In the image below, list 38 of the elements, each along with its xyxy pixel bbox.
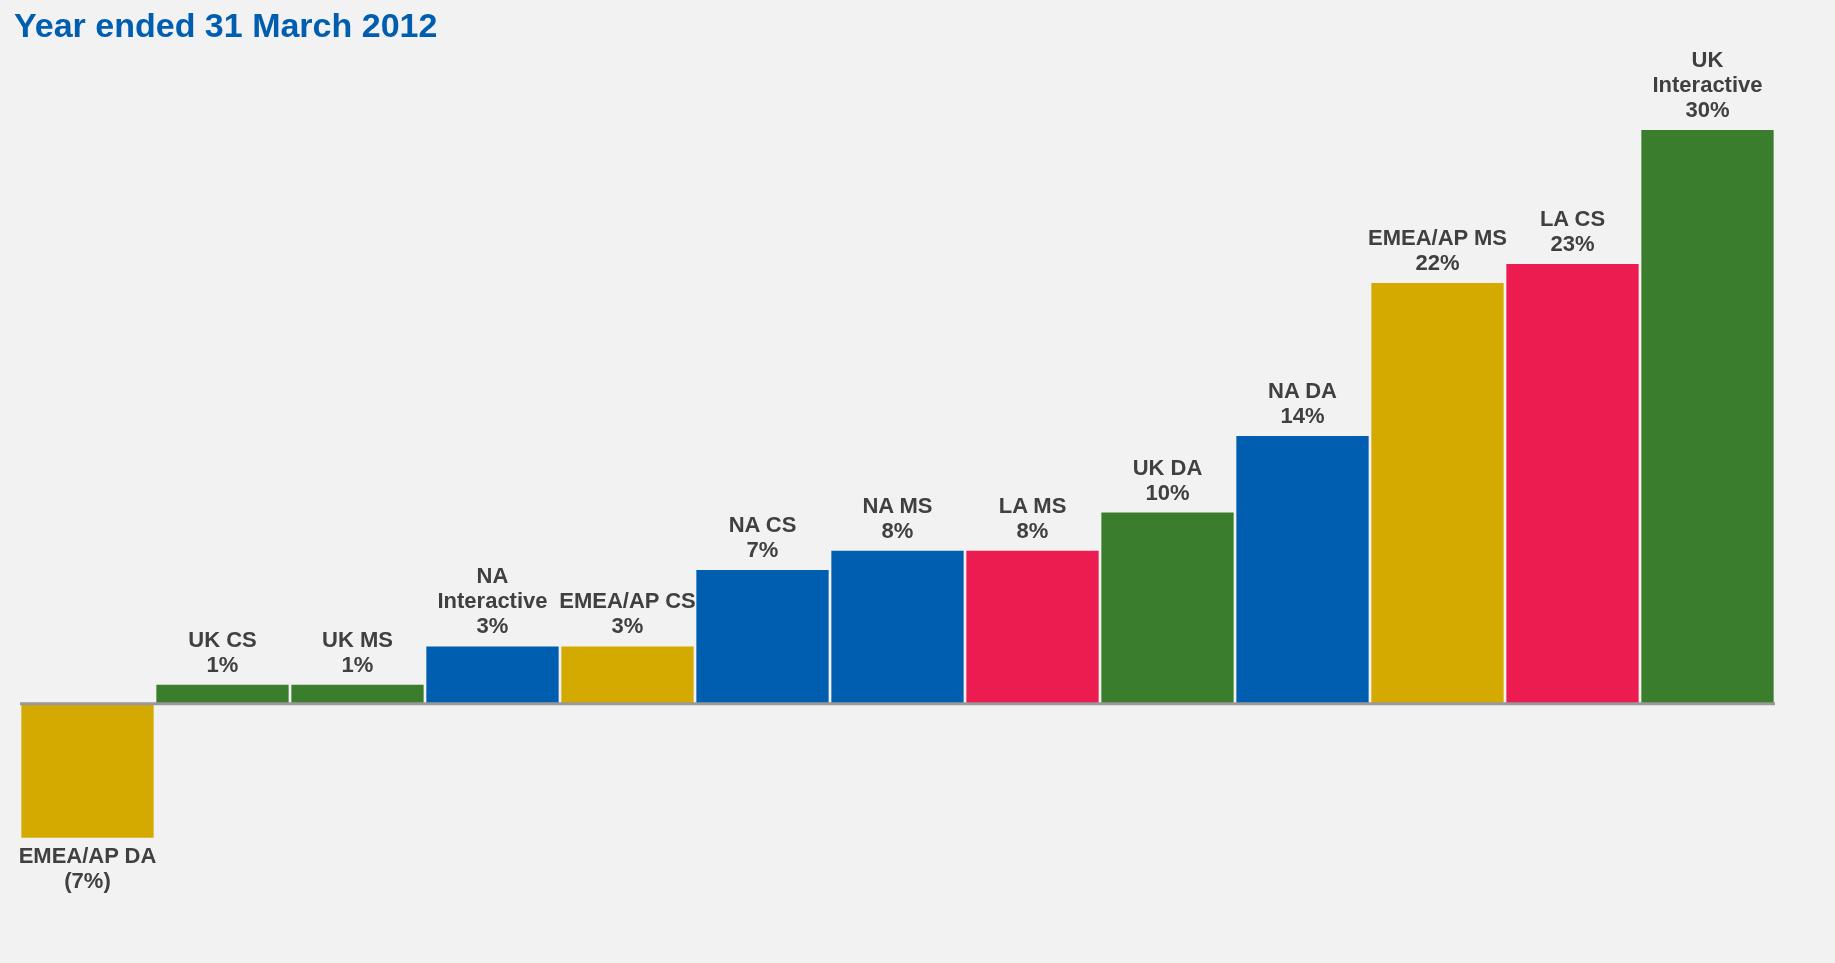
bar	[1236, 436, 1369, 704]
data-label: 3%	[611, 613, 644, 639]
data-label: 10%	[1145, 479, 1190, 505]
bar	[1641, 130, 1774, 704]
data-label: 30%	[1685, 97, 1730, 123]
x-tick-label: NA DA	[1268, 378, 1338, 404]
bar	[561, 646, 694, 704]
x-tick-label: NA CS	[728, 511, 797, 537]
bar	[1506, 263, 1639, 704]
bar	[1371, 283, 1504, 704]
x-tick-label: UK CS	[188, 626, 257, 652]
data-label: (7%)	[64, 867, 111, 893]
x-tick-label: UK Interactive	[1652, 47, 1763, 98]
bar	[21, 703, 154, 838]
chart-title: Year ended 31 March 2012	[14, 6, 438, 45]
data-label: 8%	[881, 517, 914, 543]
x-tick-label: EMEA/AP DA	[18, 842, 157, 868]
bar	[966, 550, 1099, 704]
x-tick-label: EMEA/AP MS	[1368, 225, 1507, 251]
x-tick-label: UK MS	[322, 626, 393, 652]
data-label: 8%	[1016, 517, 1049, 543]
x-tick-label: LA MS	[998, 492, 1067, 518]
bar	[1101, 512, 1234, 704]
x-tick-label: NA Interactive	[437, 563, 548, 614]
x-tick-label: NA MS	[862, 492, 933, 518]
data-label: 1%	[206, 651, 239, 677]
bar	[696, 569, 829, 704]
x-tick-label: UK DA	[1132, 454, 1203, 480]
bar	[831, 550, 964, 704]
data-label: 1%	[341, 651, 374, 677]
data-label: 3%	[476, 613, 509, 639]
data-label: 14%	[1280, 403, 1325, 429]
data-label: 23%	[1550, 230, 1595, 256]
data-label: 22%	[1415, 250, 1460, 276]
x-tick-label: LA CS	[1539, 205, 1606, 231]
x-tick-label: EMEA/AP CS	[559, 588, 696, 614]
data-label: 7%	[746, 536, 779, 562]
bar	[426, 646, 559, 704]
